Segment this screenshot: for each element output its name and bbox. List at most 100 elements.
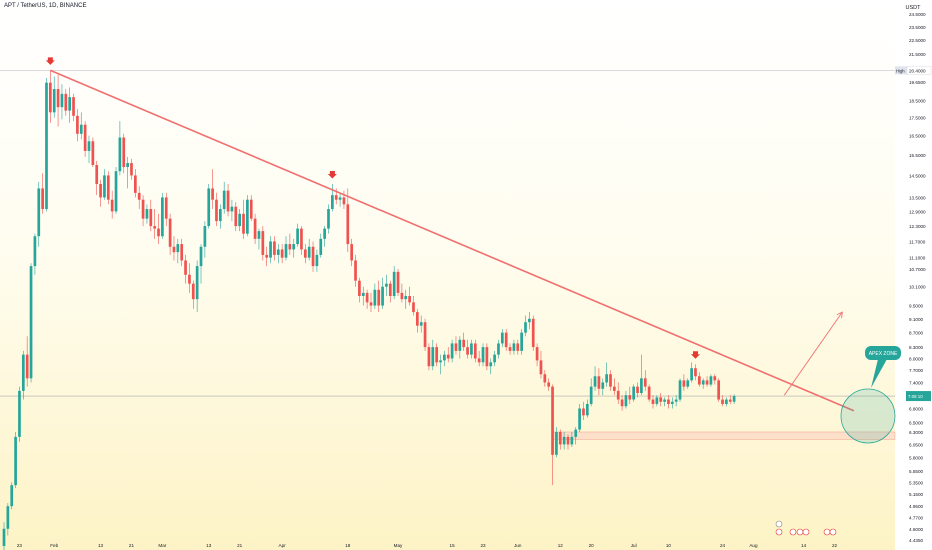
- event-icon[interactable]: [796, 528, 804, 536]
- candle-body: [273, 241, 276, 255]
- price-tick-label: 9.1000: [909, 317, 923, 322]
- event-icons[interactable]: [775, 520, 837, 536]
- price-tick-label: 4.7700: [909, 516, 923, 521]
- candle-body: [574, 429, 578, 437]
- candle-body: [354, 260, 357, 281]
- candle-body: [404, 295, 408, 300]
- time-tick-label: 13: [206, 543, 212, 548]
- price-axis[interactable]: USDT: [895, 0, 932, 550]
- candle-body: [485, 347, 489, 367]
- candle-body: [732, 396, 736, 402]
- candle-body: [45, 82, 48, 210]
- candle-body: [49, 82, 52, 113]
- candle-body: [655, 397, 659, 404]
- candle-body: [412, 302, 415, 313]
- candle-body: [172, 246, 176, 253]
- candle-body: [29, 266, 33, 379]
- price-tick-label: 21.5000: [909, 52, 926, 57]
- candle-body: [636, 386, 639, 394]
- high-value-box: [906, 66, 932, 75]
- candle-body: [60, 93, 64, 108]
- candle-body: [176, 244, 180, 253]
- candle-body: [369, 302, 373, 306]
- candle-body: [288, 244, 292, 250]
- candle-body: [161, 197, 164, 237]
- candle-body: [570, 436, 574, 445]
- candle-body: [647, 386, 651, 400]
- candle-body: [315, 254, 319, 267]
- time-axis[interactable]: 23 Feb 13 21 Mar 13 21 Apr 18 May 15 23 Jun 12 20 Jul 10…: [17, 543, 838, 548]
- event-icon[interactable]: [789, 528, 797, 536]
- projection-arrow[interactable]: [783, 311, 843, 396]
- candle-body: [218, 209, 222, 222]
- candle-body: [609, 374, 612, 387]
- price-tick-label: 7.4000: [909, 380, 923, 385]
- candle-body: [686, 380, 690, 387]
- candle-body: [539, 360, 543, 375]
- projection-line[interactable]: [783, 311, 843, 396]
- time-tick-label: May: [394, 543, 403, 548]
- candle-body: [331, 195, 334, 210]
- candle-body: [2, 528, 6, 546]
- price-tick-label: 22.5000: [909, 38, 926, 43]
- candle-body: [728, 399, 732, 402]
- candle-body: [114, 171, 118, 212]
- resistance-arrow-icon: [45, 57, 55, 65]
- candle-body: [388, 283, 392, 296]
- candle-body: [303, 249, 307, 258]
- apex-circle[interactable]: [840, 388, 896, 444]
- time-tick-label: 22: [832, 543, 838, 548]
- time-tick-label: 15: [450, 543, 456, 548]
- price-tick-label: 24.5000: [909, 12, 926, 17]
- candle-body: [207, 188, 211, 227]
- apex-zone[interactable]: APEX ZONE: [840, 346, 901, 444]
- time-tick-label: 12: [558, 543, 564, 548]
- price-tick-label: 19.6500: [909, 80, 926, 85]
- candle-body: [110, 199, 114, 212]
- candle-body: [632, 386, 636, 400]
- trendline[interactable]: [50, 69, 855, 412]
- apex-callout[interactable]: [865, 346, 901, 360]
- candle-body: [149, 209, 153, 227]
- trendline-line[interactable]: [50, 69, 855, 412]
- candle-body: [350, 244, 354, 261]
- candle-body: [717, 380, 721, 400]
- candle-body: [562, 436, 566, 445]
- candle-body: [338, 197, 342, 200]
- candle-body: [481, 347, 485, 363]
- event-icon[interactable]: [829, 528, 837, 536]
- time-tick-label: 18: [345, 543, 351, 548]
- time-tick-label: 20: [589, 543, 595, 548]
- candle-body: [361, 292, 365, 296]
- candle-body: [558, 431, 562, 445]
- candle-body: [180, 244, 184, 261]
- candle-body: [508, 347, 512, 351]
- candle-body: [342, 197, 346, 205]
- price-tick-label: 5.8000: [909, 455, 923, 460]
- price-tick-label: 4.6000: [909, 527, 923, 532]
- event-icon[interactable]: [823, 528, 831, 536]
- price-tick-label: 8.3000: [909, 345, 923, 350]
- candle-body: [524, 322, 527, 333]
- candle-body: [269, 241, 272, 258]
- candle-body: [323, 228, 326, 239]
- candle-body: [624, 395, 628, 407]
- high-value: 20.4000: [909, 68, 926, 73]
- candle-body: [284, 244, 288, 258]
- price-tick-label: 4.9500: [909, 504, 923, 509]
- candle-body: [439, 360, 442, 363]
- event-icon[interactable]: [775, 528, 783, 536]
- support-zone-box[interactable]: [552, 431, 896, 440]
- price-tick-label: 14.5000: [909, 173, 926, 178]
- time-tick-label: Aug: [749, 543, 758, 548]
- event-icon[interactable]: [802, 528, 810, 536]
- support-zone[interactable]: [552, 431, 896, 440]
- event-icon[interactable]: [775, 520, 783, 528]
- candle-body: [443, 354, 446, 361]
- apex-label: APEX ZONE: [869, 351, 898, 357]
- candle-body: [52, 89, 56, 113]
- candle-body: [377, 289, 381, 306]
- candle-body: [628, 395, 632, 400]
